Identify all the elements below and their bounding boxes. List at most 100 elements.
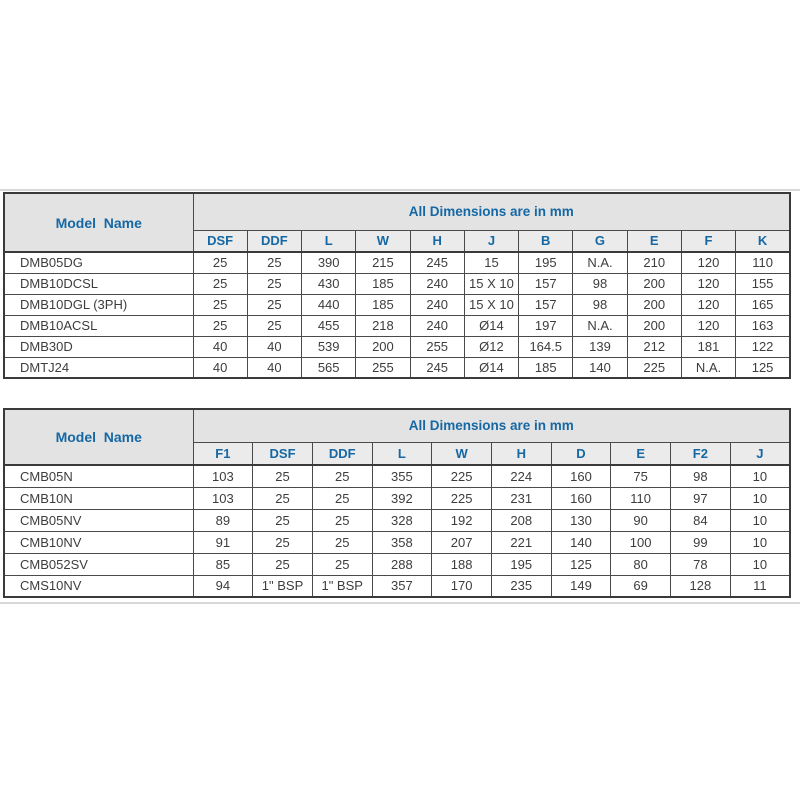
dim-j-cell: 10	[729, 530, 791, 554]
dim-dsf-cell: 1" BSP	[252, 574, 313, 598]
dim-ddf-cell: 40	[246, 356, 303, 379]
dim-d-cell: 130	[550, 508, 612, 532]
dim-e-cell: 90	[610, 508, 671, 532]
dim-ddf-cell: 25	[246, 251, 303, 274]
dim-dsf-cell: 40	[192, 356, 248, 379]
dim-dsf-cell: 25	[192, 272, 248, 295]
dim-g-cell: 139	[572, 335, 628, 358]
column-header-ddf: DDF	[311, 441, 373, 466]
column-header-j: J	[463, 229, 520, 253]
dim-f2-cell: 97	[670, 486, 731, 510]
dim-d-cell: 160	[550, 486, 612, 510]
column-header-e: E	[610, 441, 671, 466]
model-name-cell: CMB05N	[3, 464, 194, 488]
dim-b-cell: 157	[518, 272, 574, 295]
dim-j-cell: 10	[729, 508, 791, 532]
dim-e-cell: 200	[626, 314, 682, 337]
table-row: CMB10N 103 25 25 392 225 231 160 110 97 10	[3, 486, 791, 510]
dim-e-cell: 100	[610, 530, 671, 554]
dim-dsf-cell: 25	[252, 530, 313, 554]
dim-j-cell: 11	[729, 574, 791, 598]
dim-d-cell: 125	[550, 552, 612, 576]
dim-dsf-cell: 25	[192, 293, 248, 316]
dim-j-cell: 15	[463, 251, 520, 274]
dim-dsf-cell: 25	[192, 314, 248, 337]
dim-l-cell: 539	[301, 335, 357, 358]
dim-h-cell: 255	[409, 335, 465, 358]
dim-h-cell: 224	[490, 464, 552, 488]
dim-w-cell: 185	[355, 293, 411, 316]
model-name-cell: DMB30D	[3, 335, 194, 358]
table-row: DMB05DG 25 25 390 215 245 15 195 N.A. 210 120 110	[3, 251, 791, 274]
table-row: CMB10NV 91 25 25 358 207 221 140 100 99 10	[3, 530, 791, 554]
dim-g-cell: N.A.	[572, 251, 628, 274]
dim-h-cell: 235	[490, 574, 552, 598]
table-row: DMB10DGL (3PH) 25 25 440 185 240 15 X 10 157 98 2…	[3, 293, 791, 316]
dim-e-cell: 200	[626, 293, 682, 316]
dim-l-cell: 358	[371, 530, 433, 554]
dim-l-cell: 390	[301, 251, 357, 274]
dim-d-cell: 160	[550, 464, 612, 488]
dim-dsf-cell: 40	[192, 335, 248, 358]
column-header-f2: F2	[670, 441, 731, 466]
dim-ddf-cell: 25	[246, 314, 303, 337]
dim-l-cell: 355	[371, 464, 433, 488]
dim-w-cell: 192	[431, 508, 492, 532]
dim-l-cell: 455	[301, 314, 357, 337]
dim-h-cell: 221	[490, 530, 552, 554]
column-header-l: L	[371, 441, 433, 466]
dim-w-cell: 207	[431, 530, 492, 554]
dim-k-cell: 163	[735, 314, 791, 337]
dim-f-cell: 181	[680, 335, 737, 358]
dim-w-cell: 188	[431, 552, 492, 576]
dim-w-cell: 218	[355, 314, 411, 337]
dim-k-cell: 110	[735, 251, 791, 274]
dim-f2-cell: 84	[670, 508, 731, 532]
dim-b-cell: 164.5	[518, 335, 574, 358]
dim-ddf-cell: 40	[246, 335, 303, 358]
dim-dsf-cell: 25	[252, 486, 313, 510]
column-header-h: H	[409, 229, 465, 253]
dim-ddf-cell: 1" BSP	[311, 574, 373, 598]
dim-f1-cell: 91	[192, 530, 254, 554]
table-row: CMB05N 103 25 25 355 225 224 160 75 98 10	[3, 464, 791, 488]
dim-e-cell: 212	[626, 335, 682, 358]
dim-l-cell: 440	[301, 293, 357, 316]
dim-w-cell: 225	[431, 464, 492, 488]
column-header-w: W	[431, 441, 492, 466]
dim-f2-cell: 78	[670, 552, 731, 576]
dim-w-cell: 255	[355, 356, 411, 379]
dim-b-cell: 157	[518, 293, 574, 316]
dim-e-cell: 225	[626, 356, 682, 379]
dim-e-cell: 80	[610, 552, 671, 576]
table-row: CMS10NV 94 1" BSP 1" BSP 357 170 235 149 69 128 11	[3, 574, 791, 598]
dim-f1-cell: 103	[192, 486, 254, 510]
dim-w-cell: 225	[431, 486, 492, 510]
dim-h-cell: 245	[409, 251, 465, 274]
model-name-cell: DMB10DCSL	[3, 272, 194, 295]
dim-f-cell: 120	[680, 293, 737, 316]
column-header-h: H	[490, 441, 552, 466]
dim-ddf-cell: 25	[246, 293, 303, 316]
dim-e-cell: 200	[626, 272, 682, 295]
column-header-l: L	[301, 229, 357, 253]
dim-f2-cell: 98	[670, 464, 731, 488]
dim-j-cell: Ø14	[463, 356, 520, 379]
dim-dsf-cell: 25	[252, 464, 313, 488]
dim-f1-cell: 94	[192, 574, 254, 598]
dmb-dimensions-table: Model Name All Dimensions are in mm DSF DDF…	[3, 192, 791, 379]
dim-h-cell: 231	[490, 486, 552, 510]
dim-e-cell: 75	[610, 464, 671, 488]
dim-ddf-cell: 25	[311, 486, 373, 510]
column-header-ddf: DDF	[246, 229, 303, 253]
model-name-cell: DMB05DG	[3, 251, 194, 274]
dim-f-cell: 120	[680, 314, 737, 337]
dim-ddf-cell: 25	[311, 530, 373, 554]
column-header-f: F	[680, 229, 737, 253]
dimensions-unit-header: All Dimensions are in mm	[192, 192, 791, 231]
dim-k-cell: 155	[735, 272, 791, 295]
dim-w-cell: 185	[355, 272, 411, 295]
model-name-cell: DMB10ACSL	[3, 314, 194, 337]
column-header-g: G	[572, 229, 628, 253]
dim-b-cell: 185	[518, 356, 574, 379]
